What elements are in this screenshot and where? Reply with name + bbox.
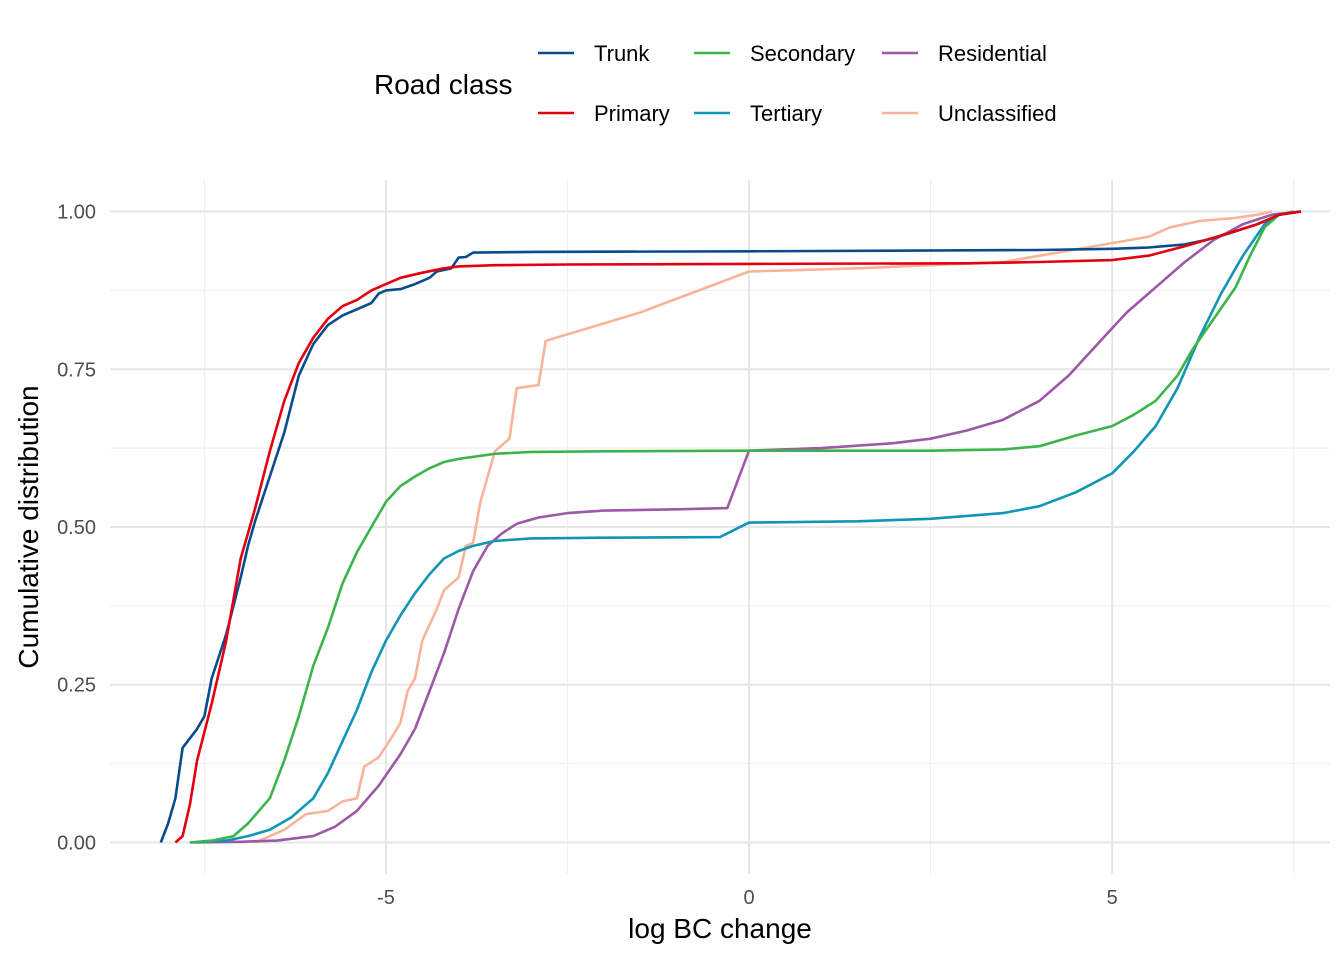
- y-tick-label: 0.75: [57, 359, 96, 381]
- y-tick-label: 1.00: [57, 202, 96, 224]
- legend: Road class Trunk Primary Secondary Tertiary…: [374, 41, 1057, 126]
- series-line-primary: [174, 210, 1302, 844]
- series-line-trunk: [159, 210, 1302, 843]
- y-tick-label: 0.00: [57, 832, 96, 854]
- legend-label-residential: Residential: [938, 41, 1047, 66]
- y-tick-label: 0.25: [57, 675, 96, 697]
- series-line-secondary: [189, 210, 1294, 844]
- series-line-tertiary: [197, 210, 1302, 844]
- legend-label-trunk: Trunk: [594, 41, 650, 66]
- minor-gridlines: [110, 180, 1330, 874]
- x-tick-label: 0: [743, 887, 754, 909]
- legend-label-tertiary: Tertiary: [750, 101, 822, 126]
- major-gridlines: [110, 180, 1330, 874]
- y-axis-tick-labels: 0.00 0.25 0.50 0.75 1.00: [57, 202, 96, 855]
- series-line-unclassified: [254, 210, 1273, 844]
- legend-label-unclassified: Unclassified: [938, 101, 1057, 126]
- legend-label-secondary: Secondary: [750, 41, 855, 66]
- x-tick-label: -5: [377, 887, 395, 909]
- series-lines: [159, 210, 1302, 844]
- x-axis-title: log BC change: [628, 913, 812, 944]
- x-axis-tick-labels: -5 0 5: [377, 887, 1118, 909]
- legend-items: Trunk Primary Secondary Tertiary Residential…: [538, 41, 1057, 126]
- legend-label-primary: Primary: [594, 101, 670, 126]
- legend-title: Road class: [374, 69, 513, 100]
- y-tick-label: 0.50: [57, 517, 96, 539]
- x-tick-label: 5: [1107, 887, 1118, 909]
- series-line-residential: [189, 210, 1302, 844]
- y-axis-title: Cumulative distribution: [13, 385, 44, 668]
